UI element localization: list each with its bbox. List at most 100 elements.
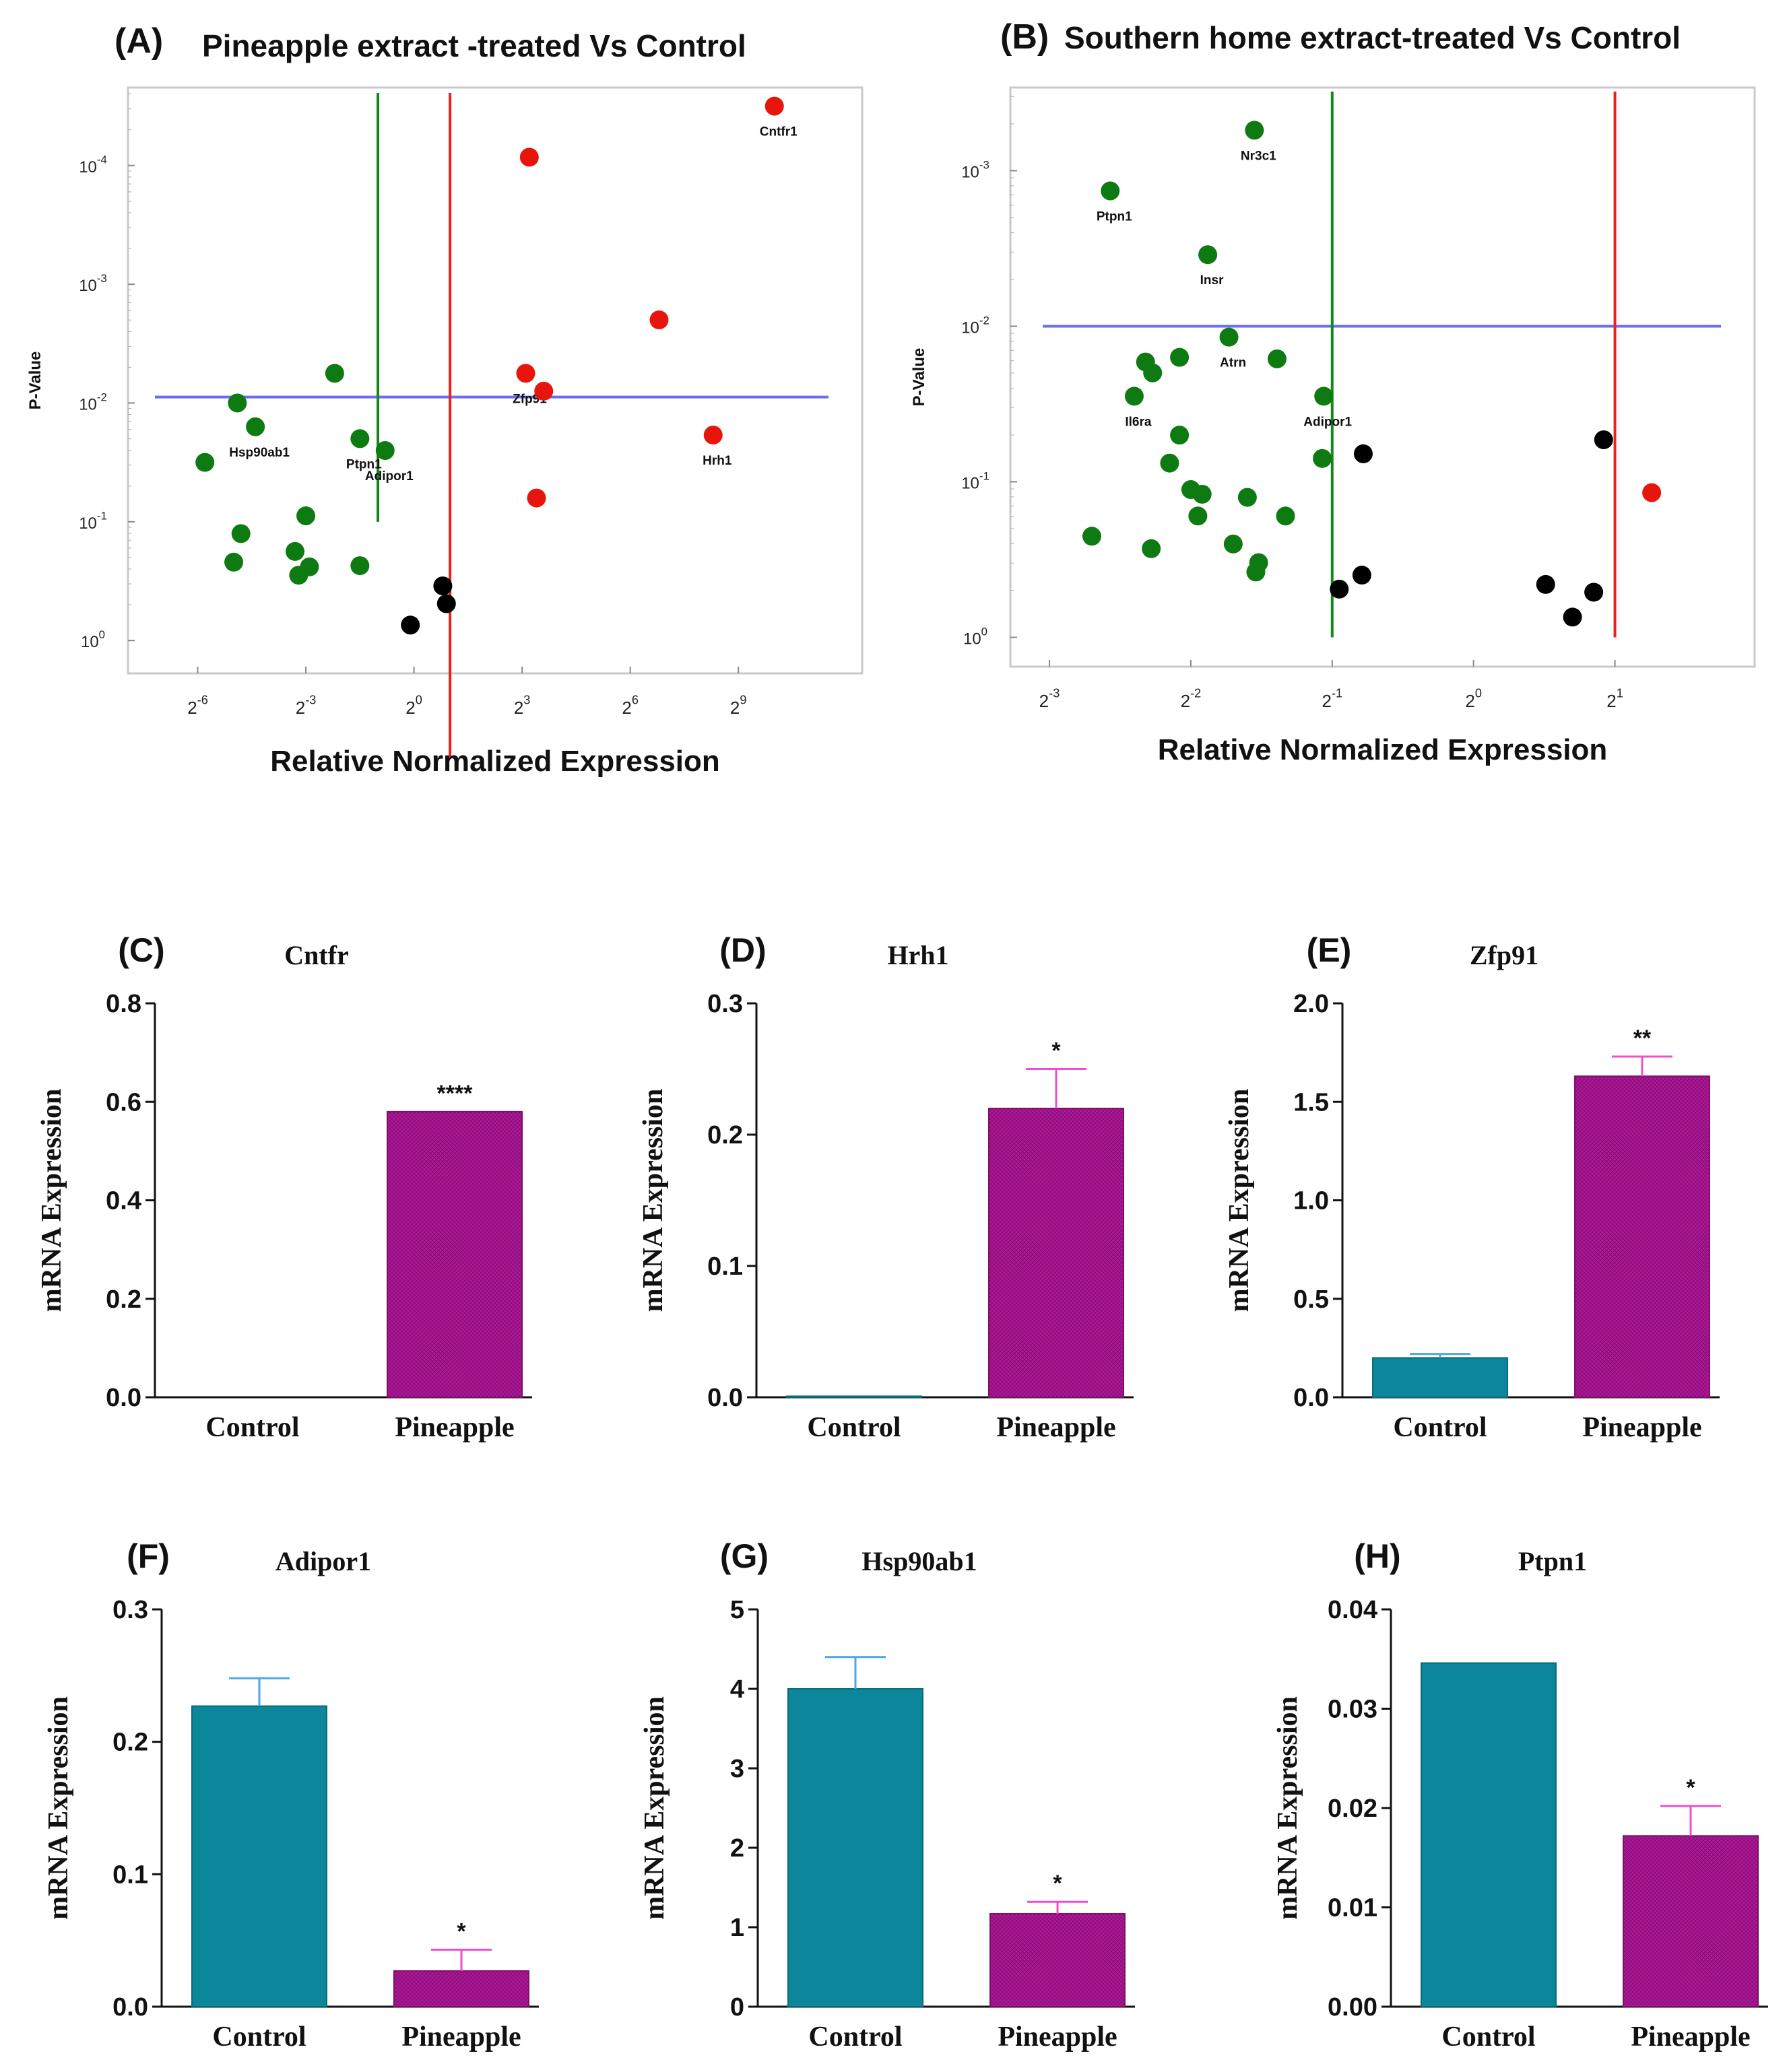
data-point-down: [1142, 539, 1161, 558]
chart-title: Adipor1: [275, 1546, 371, 1576]
x-tick-label-text: 2-1: [1322, 687, 1342, 711]
bar-chart-d: 0.0 0.1 0.2 0.3 Control Pineapple * (D) Hrh1 mRNA…: [638, 931, 1134, 1443]
data-point-down: [1170, 426, 1190, 445]
chart-title: Ptpn1: [1518, 1546, 1587, 1576]
tick-exponent: 6: [632, 694, 639, 707]
tick-base: 10: [79, 158, 97, 176]
y-tick-label: 0.3: [707, 990, 743, 1018]
y-tick-label: 10-2: [961, 314, 989, 337]
x-tick-label: 20: [1465, 687, 1482, 711]
data-point-down: [1192, 484, 1212, 504]
tick-base: 2: [1181, 691, 1190, 711]
tick-base: 2: [622, 698, 631, 718]
y-tick-label: 0.1: [707, 1252, 743, 1281]
tick-base: 2: [187, 698, 197, 718]
y-tick-label: 10-4: [79, 154, 107, 176]
control-bar: [1372, 1357, 1508, 1398]
tick-exponent: -4: [97, 154, 107, 166]
y-tick-label: 0.02: [1328, 1795, 1377, 1823]
y-tick-label: 10-3: [961, 158, 989, 181]
bar-chart-c: 0.0 0.2 0.4 0.6 0.8 Control Pineapple **** (C) Cn…: [36, 931, 532, 1443]
y-tick-label: 0.0: [1293, 1384, 1329, 1412]
chart-title: Hrh1: [887, 940, 948, 970]
data-point-down: [1082, 527, 1101, 546]
y-tick-label: 100: [81, 628, 105, 651]
x-tick-label: 21: [1606, 687, 1623, 711]
y-tick-label-text: 100: [81, 628, 105, 651]
x-tick-label: 2-6: [187, 694, 208, 718]
y-axis-label: mRNA Expression: [1224, 1089, 1255, 1312]
y-tick-label-text: 10-2: [79, 391, 107, 413]
gene-label: Atrn: [1220, 356, 1246, 370]
tick-exponent: 3: [523, 694, 530, 707]
data-point-up: [765, 96, 784, 116]
tick-exponent: 0: [416, 694, 422, 707]
data-point-down: [286, 541, 304, 561]
y-tick-label: 10-3: [79, 272, 107, 295]
x-tick-label: 2-2: [1181, 687, 1202, 711]
y-axis-label: mRNA Expression: [36, 1089, 67, 1312]
data-point-down: [1246, 562, 1266, 582]
category-label: Pineapple: [401, 2021, 521, 2052]
x-tick-label-text: 2-2: [1181, 687, 1202, 711]
tick-exponent: 1: [1617, 687, 1623, 700]
tick-base: 2: [730, 698, 740, 718]
data-point-down: [1198, 245, 1218, 265]
tick-base: 2: [1465, 691, 1474, 711]
data-point-down: [246, 417, 265, 436]
data-point-down: [1101, 181, 1120, 201]
y-tick-label: 1.0: [1293, 1187, 1329, 1215]
tick-base: 10: [79, 395, 97, 413]
y-tick-label: 0.03: [1328, 1696, 1377, 1724]
tick-base: 10: [961, 319, 979, 337]
tick-exponent: 9: [740, 694, 746, 707]
panel-label: (H): [1354, 1537, 1400, 1575]
category-label: Control: [212, 2021, 306, 2052]
data-point-up: [519, 147, 539, 167]
tick-base: 10: [961, 163, 979, 181]
tick-base: 2: [1322, 691, 1331, 711]
x-tick-label: 26: [622, 694, 639, 718]
data-point-down: [195, 453, 215, 472]
y-tick-label-text: 10-3: [79, 272, 107, 295]
y-tick-label: 0.4: [106, 1187, 141, 1215]
y-tick-label: 1: [730, 1914, 744, 1942]
tick-exponent: 0: [1475, 687, 1482, 700]
tick-base: 10: [961, 474, 979, 492]
tick-exponent: -3: [97, 272, 107, 285]
y-tick-label-text: 100: [963, 625, 987, 648]
x-tick-label-text: 26: [622, 694, 639, 718]
gene-label: Il6ra: [1125, 415, 1152, 429]
control-bar: [1421, 1662, 1557, 2007]
bar-chart-g: 0 1 2 3 4 5 Control Pineapple * (G) Hsp90ab1 mRNA E…: [639, 1537, 1135, 2052]
tick-exponent: -1: [979, 469, 989, 482]
data-point-down: [231, 524, 251, 543]
data-point-down: [228, 393, 247, 413]
x-tick-label: 29: [730, 694, 747, 718]
x-tick-label-text: 21: [1606, 687, 1623, 711]
tick-base: 10: [79, 514, 97, 533]
x-tick-label-text: 2-6: [187, 694, 208, 718]
data-point-ns: [1594, 430, 1613, 450]
plot-title: Southern home extract-treated Vs Control: [1064, 20, 1681, 55]
plot-title: Pineapple extract -treated Vs Control: [202, 28, 746, 63]
significance-marker: *: [1051, 1038, 1061, 1064]
tick-exponent: -6: [197, 694, 208, 707]
gene-label: Ptpn1: [1097, 210, 1132, 224]
data-point-down: [296, 506, 316, 526]
gene-label: Nr3c1: [1241, 149, 1276, 163]
y-tick-label: 0.04: [1328, 1596, 1377, 1624]
tick-base: 2: [296, 698, 305, 718]
gene-label: Adipor1: [365, 469, 414, 483]
y-axis-label: mRNA Expression: [639, 1696, 670, 1920]
y-tick-label: 10-1: [79, 510, 107, 533]
data-point-ns: [436, 594, 456, 613]
data-point-down: [1219, 327, 1239, 347]
panel-label: (F): [127, 1537, 170, 1575]
tick-exponent: -1: [97, 510, 107, 523]
bar-chart-f: 0.0 0.1 0.2 0.3 Control Pineapple * (F) Adipor1 m…: [43, 1537, 539, 2052]
category-label: Pineapple: [1631, 2021, 1750, 2052]
x-tick-label: 2-1: [1322, 687, 1342, 711]
y-tick-label: 0.0: [112, 1993, 148, 2021]
chart-title: Zfp91: [1470, 940, 1538, 970]
